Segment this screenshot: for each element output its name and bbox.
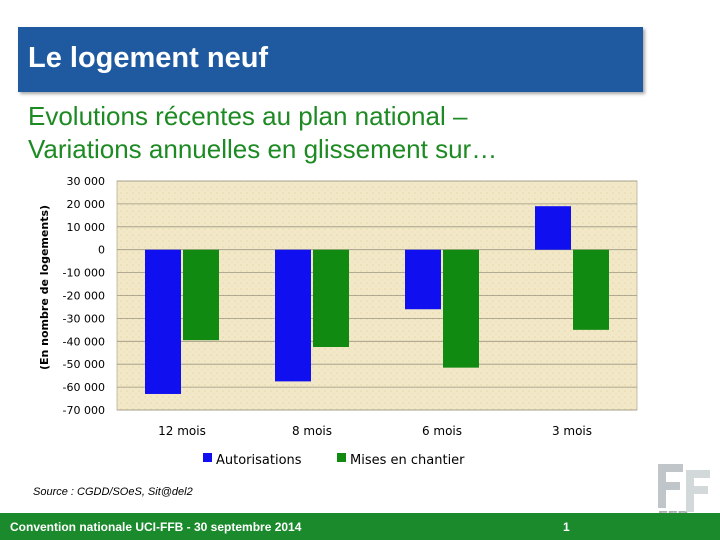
bar-mises-en-chantier bbox=[573, 249, 609, 330]
source-note: Source : CGDD/SOeS, Sit@del2 bbox=[33, 486, 193, 498]
legend-swatch bbox=[203, 453, 212, 462]
y-tick-label: -50 000 bbox=[63, 358, 105, 371]
x-tick-label: 12 mois bbox=[158, 424, 206, 438]
slide-subtitle: Evolutions récentes au plan national – V… bbox=[28, 100, 497, 166]
bar-autorisations bbox=[405, 249, 441, 310]
page-number: 1 bbox=[563, 520, 570, 534]
y-tick-label: 10 000 bbox=[67, 221, 106, 234]
legend-label: Autorisations bbox=[216, 453, 302, 468]
subtitle-line-1: Evolutions récentes au plan national – bbox=[28, 101, 468, 131]
y-tick-label: -70 000 bbox=[63, 404, 105, 417]
y-tick-label: -60 000 bbox=[63, 381, 105, 394]
title-bar: Le logement neuf bbox=[18, 27, 643, 92]
x-tick-label: 8 mois bbox=[292, 424, 332, 438]
bar-autorisations bbox=[145, 249, 181, 394]
y-tick-label: -20 000 bbox=[63, 290, 105, 303]
y-tick-label: -40 000 bbox=[63, 335, 105, 348]
bar-autorisations bbox=[275, 249, 311, 382]
bar-chart: 30 000 20 000 10 000 0 -10 000 -20 000 -30 000… bbox=[38, 175, 638, 468]
bar-mises-en-chantier bbox=[443, 249, 479, 368]
y-tick-label: 0 bbox=[98, 244, 105, 257]
footer-text: Convention nationale UCI-FFB - 30 septem… bbox=[10, 520, 302, 534]
bar-mises-en-chantier bbox=[313, 249, 349, 348]
slide-title: Le logement neuf bbox=[28, 42, 269, 74]
subtitle-line-2: Variations annuelles en glissement sur… bbox=[28, 134, 498, 164]
footer-bar: Convention nationale UCI-FFB - 30 septem… bbox=[0, 513, 720, 540]
x-tick-label: 6 mois bbox=[422, 424, 462, 438]
y-tick-label: -30 000 bbox=[63, 312, 105, 325]
legend-label: Mises en chantier bbox=[350, 453, 465, 468]
y-tick-label: 30 000 bbox=[67, 175, 106, 188]
y-tick-label: -10 000 bbox=[63, 267, 105, 280]
bar-mises-en-chantier bbox=[183, 249, 219, 341]
x-tick-label: 3 mois bbox=[552, 424, 592, 438]
y-axis-label: (En nombre de logements) bbox=[38, 205, 51, 370]
bar-autorisations bbox=[535, 206, 571, 250]
legend-swatch bbox=[337, 453, 346, 462]
y-tick-label: 20 000 bbox=[67, 198, 106, 211]
